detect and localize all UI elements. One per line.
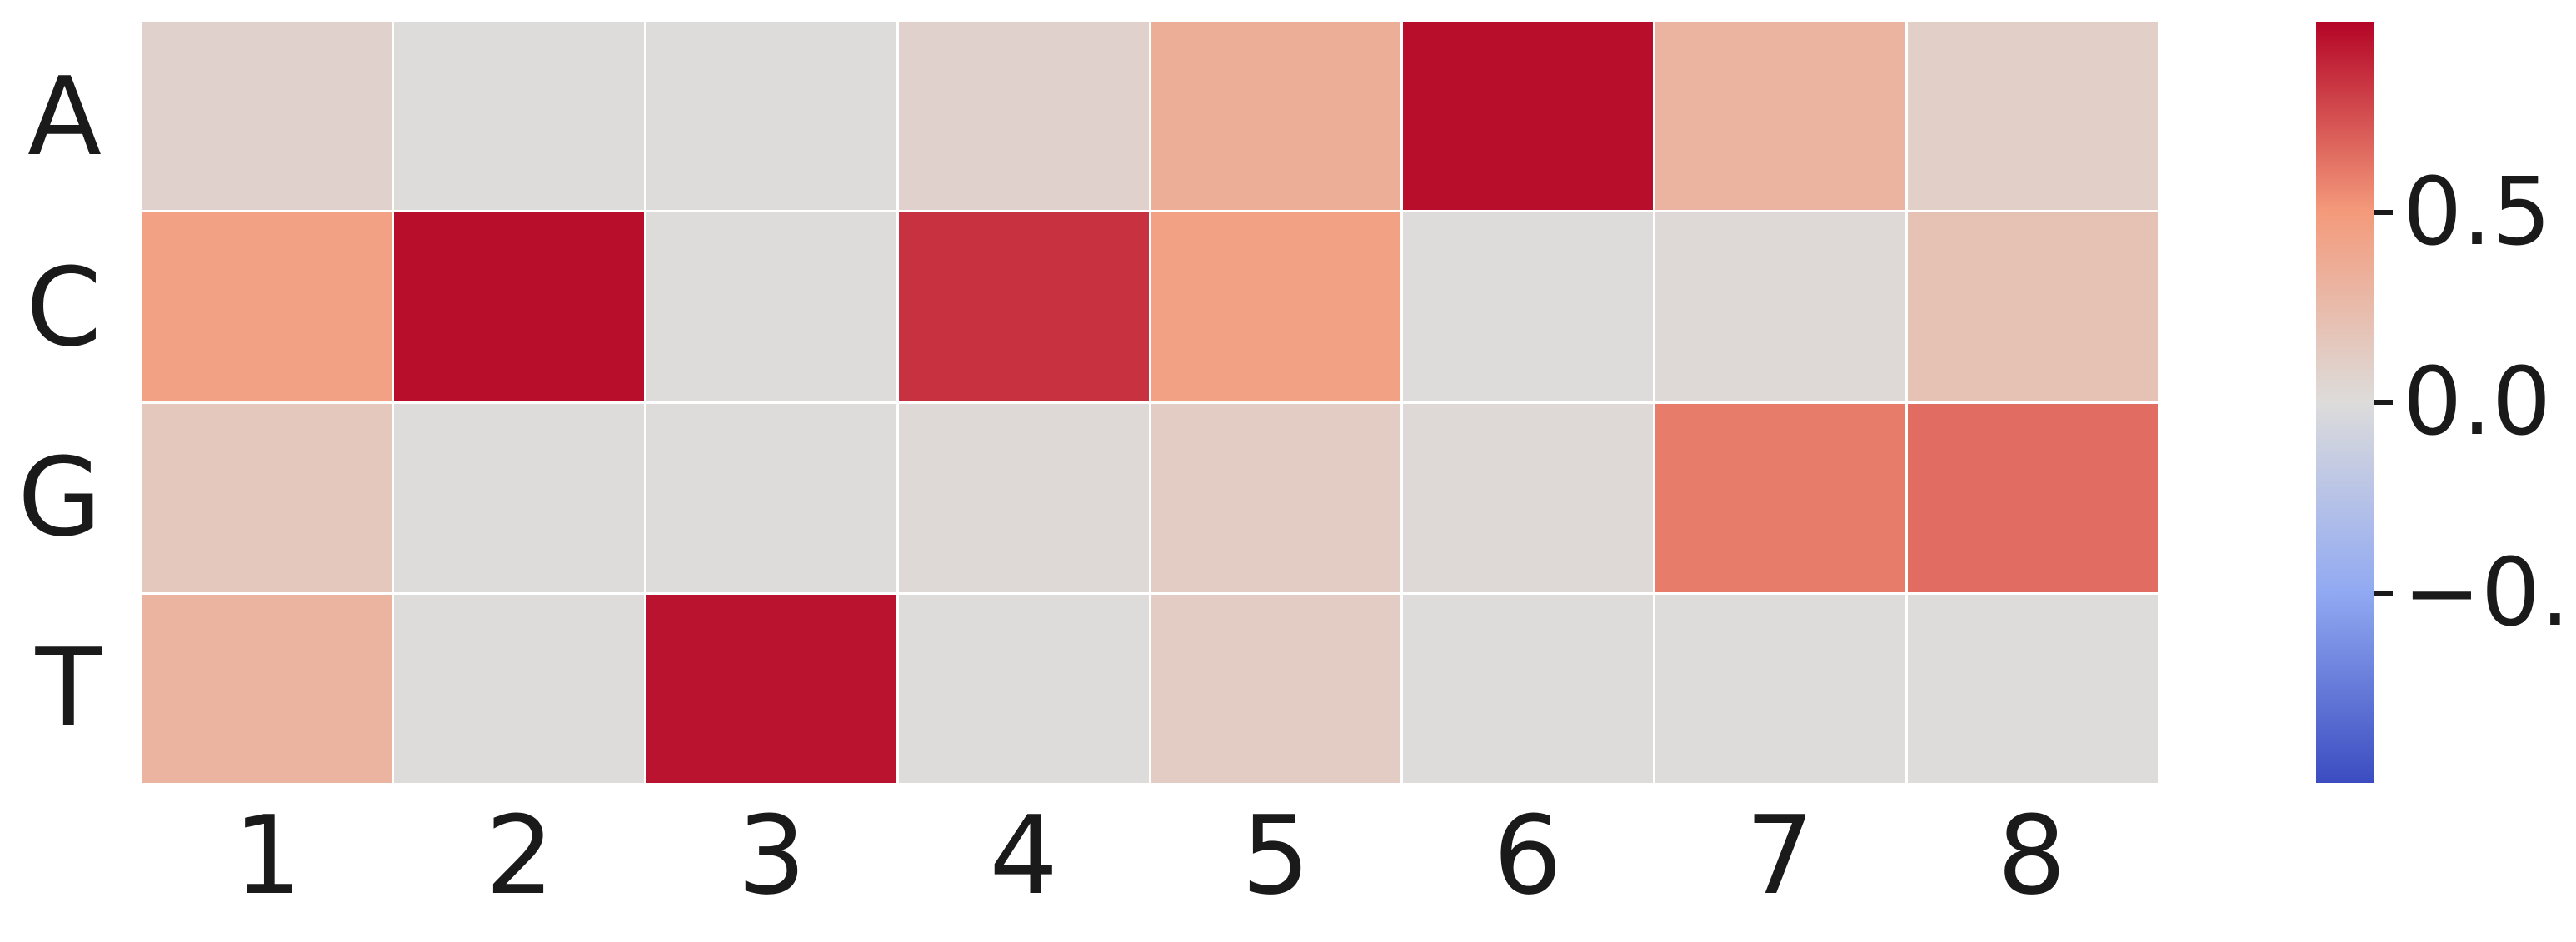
col-label: 1 — [232, 792, 302, 919]
heatmap-cell — [1655, 22, 1906, 211]
x-axis-labels: 1 2 3 4 5 6 7 8 — [142, 793, 2158, 935]
colorbar-tick-mark — [2374, 209, 2393, 215]
heatmap-grid — [142, 22, 2158, 783]
heatmap-cell — [142, 403, 392, 592]
col-label: 7 — [1745, 792, 1815, 919]
heatmap-cell — [393, 22, 644, 211]
heatmap-cell — [1655, 594, 1906, 783]
row-label: G — [17, 434, 102, 561]
heatmap-cell — [646, 22, 896, 211]
row-label: C — [26, 243, 102, 371]
heatmap-cell — [898, 403, 1149, 592]
col-label: 6 — [1493, 792, 1563, 919]
row-label: A — [27, 53, 102, 181]
colorbar-tick-mark — [2374, 400, 2393, 405]
colorbar-tick-label: 0.5 — [2403, 157, 2552, 267]
heatmap-cell — [898, 594, 1149, 783]
heatmap-cell — [393, 403, 644, 592]
colorbar-tick-label: 0.0 — [2403, 348, 2552, 456]
heatmap-cell — [1655, 212, 1906, 401]
heatmap-cell — [393, 212, 644, 401]
colorbar-gradient — [2316, 22, 2374, 783]
heatmap-cell — [1655, 403, 1906, 592]
heatmap-cell — [646, 403, 896, 592]
heatmap-cell — [898, 22, 1149, 211]
heatmap-cell — [142, 594, 392, 783]
row-label: T — [35, 624, 102, 751]
heatmap-cell — [1151, 212, 1401, 401]
heatmap-cell — [142, 212, 392, 401]
colorbar: 0.5 0.0 −0.5 — [2316, 22, 2576, 783]
col-label: 3 — [736, 792, 806, 919]
heatmap-cell — [1151, 594, 1401, 783]
heatmap-cell — [393, 594, 644, 783]
col-label: 8 — [1997, 792, 2067, 919]
heatmap-cell — [1908, 403, 2158, 592]
heatmap-cell — [898, 212, 1149, 401]
col-label: 4 — [989, 792, 1059, 919]
heatmap-cell — [646, 212, 896, 401]
heatmap-cell — [1908, 212, 2158, 401]
heatmap-cell — [646, 594, 896, 783]
heatmap-cell — [1151, 403, 1401, 592]
heatmap-cell — [1403, 403, 1654, 592]
heatmap-cell — [1908, 22, 2158, 211]
heatmap-cell — [1151, 22, 1401, 211]
heatmap-cell — [1403, 22, 1654, 211]
colorbar-tick-label: −0.5 — [2403, 538, 2576, 647]
heatmap-cell — [142, 22, 392, 211]
col-label: 5 — [1241, 792, 1310, 919]
heatmap-cell — [1403, 594, 1654, 783]
heatmap-cell — [1908, 594, 2158, 783]
colorbar-tick-mark — [2374, 590, 2393, 596]
col-label: 2 — [485, 792, 555, 919]
heatmap-cell — [1403, 212, 1654, 401]
